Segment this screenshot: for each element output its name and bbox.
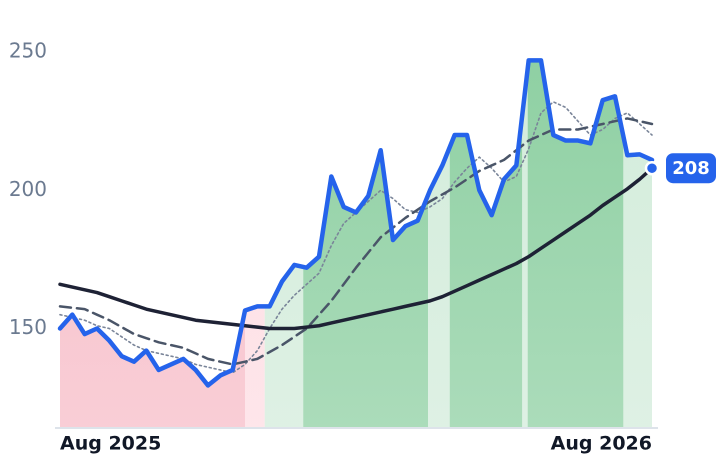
series-line	[57, 58, 655, 388]
region-fill	[449, 115, 523, 428]
end-label-bg	[666, 153, 716, 184]
x-tick-label: Aug 2025	[60, 433, 161, 455]
series-line	[58, 166, 654, 331]
region-fill	[522, 68, 528, 428]
region-fill	[623, 136, 652, 428]
region-fill	[303, 150, 429, 428]
y-tick-label: 150	[9, 315, 47, 339]
region-fill	[264, 264, 304, 428]
y-tick-label: 250	[9, 39, 47, 63]
region-fill	[245, 306, 265, 428]
end-marker	[644, 160, 660, 176]
y-tick-label: 200	[9, 177, 47, 201]
region-fill	[527, 60, 624, 428]
x-tick-label: Aug 2026	[551, 433, 652, 455]
end-label: 208	[672, 158, 710, 179]
region-fill	[428, 147, 450, 428]
